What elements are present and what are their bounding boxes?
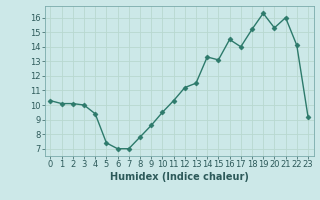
X-axis label: Humidex (Indice chaleur): Humidex (Indice chaleur) bbox=[110, 172, 249, 182]
